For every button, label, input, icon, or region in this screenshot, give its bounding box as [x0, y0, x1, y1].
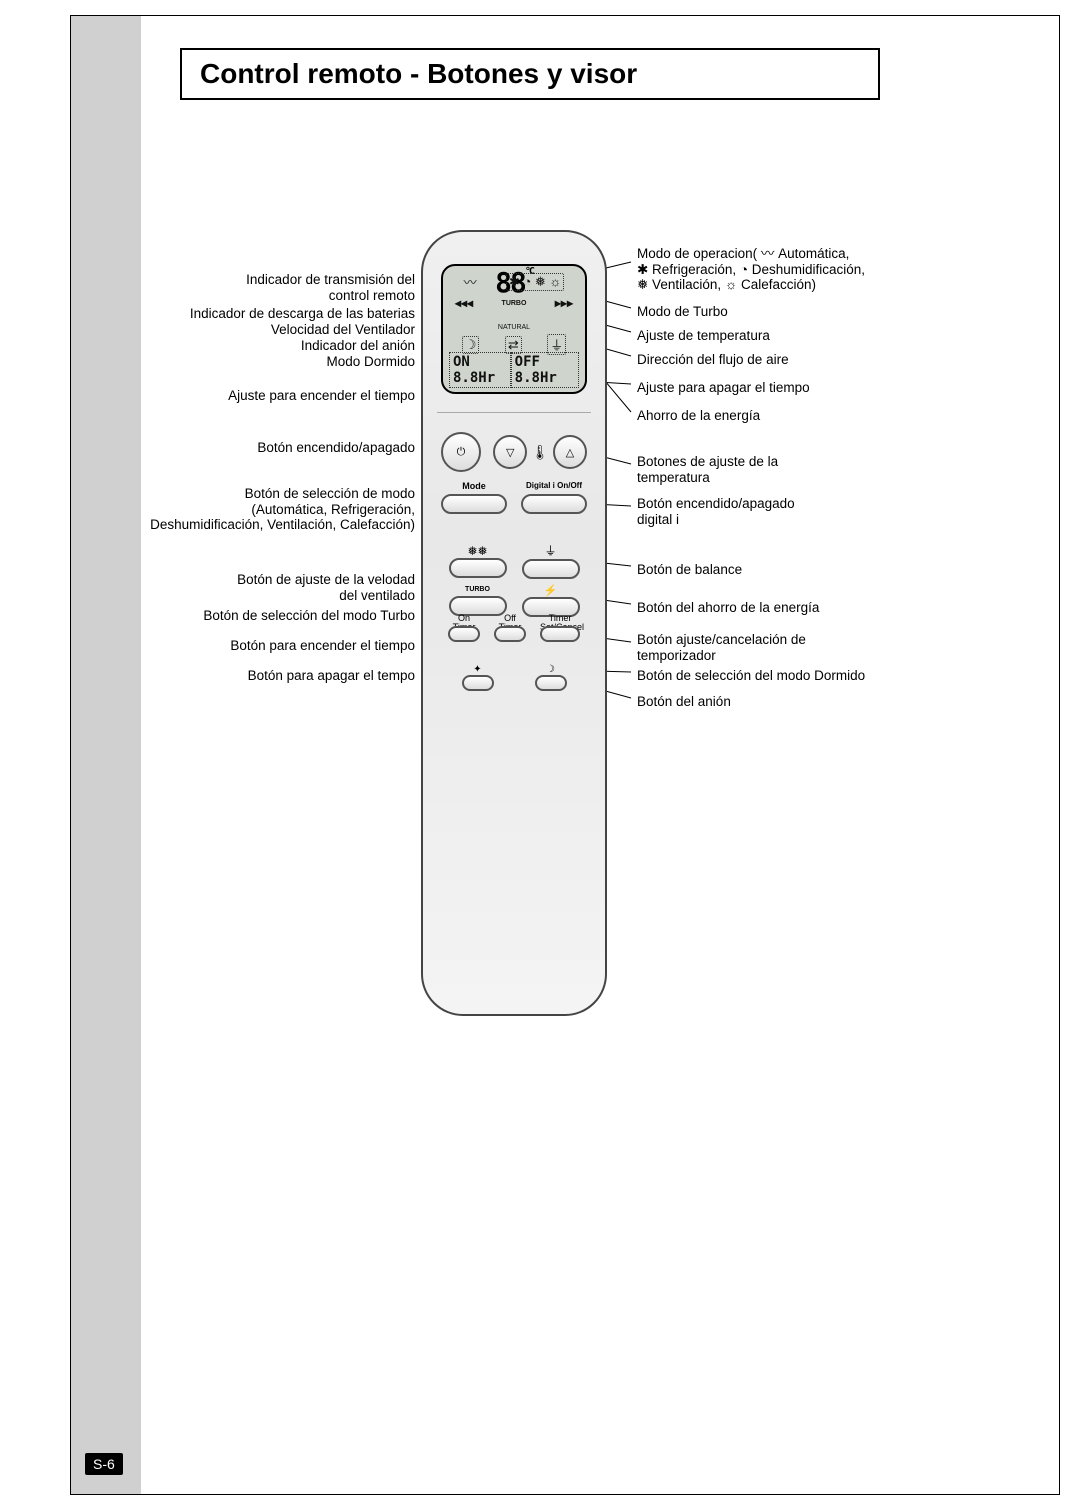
left-label-2: Velocidad del Ventilador [271, 322, 415, 338]
right-label-11: Botón de selección del modo Dormido [637, 668, 865, 684]
right-label-6: Botones de ajuste de latemperatura [637, 454, 778, 485]
off-timer-button[interactable] [494, 626, 526, 642]
temp-up-button[interactable]: △ [553, 435, 587, 469]
button-row-1: ⏻ ▽ 🌡 △ [441, 432, 587, 472]
left-label-6: Botón encendido/apagado [257, 440, 415, 456]
right-label-8: Botón de balance [637, 562, 742, 578]
temp-down-button[interactable]: ▽ [493, 435, 527, 469]
page-number: S-6 [85, 1453, 123, 1475]
turbo-label: TURBO [449, 586, 507, 596]
right-label-9: Botón del ahorro de la energía [637, 600, 819, 616]
lcd-turbo-word: TURBO [502, 300, 527, 307]
anion-button[interactable] [462, 675, 494, 691]
swing-icon: ⏚ [522, 542, 580, 559]
left-label-11: Botón para apagar el tempo [248, 668, 415, 684]
lcd-mode-row: 〰 ✱ ◔ ❅ ☼ [449, 272, 579, 291]
sidebar-bar [71, 16, 141, 1494]
right-label-7: Botón encendido/apagadodigital i [637, 496, 795, 527]
lcd-natural: NATURAL [449, 324, 579, 331]
digital-i-button[interactable] [521, 494, 587, 514]
power-button[interactable]: ⏻ [441, 432, 481, 472]
lcd-off-timer: OFF 8.8Hr [511, 352, 579, 388]
lcd-turbo-right: ▸▸▸ [555, 296, 573, 310]
right-label-1: Modo de Turbo [637, 304, 728, 320]
left-label-3: Indicador del anión [301, 338, 415, 354]
button-row-5 [441, 626, 587, 642]
lcd-turbo-left: ◂◂◂ [455, 296, 473, 310]
energy-icon: ⚡ [522, 584, 580, 597]
mode-label: Mode [441, 482, 507, 492]
mode-button[interactable] [441, 494, 507, 514]
left-label-7: Botón de selección de modo(Automática, R… [150, 486, 415, 533]
sleep-button[interactable] [535, 675, 567, 691]
button-row-6: ✦ ☽ [441, 664, 587, 691]
swing-button[interactable] [522, 559, 580, 579]
button-row-3: ❅❅ ⏚ [441, 542, 587, 579]
remote-lcd: 〰 ✱ ◔ ❅ ☼ ◂◂◂ TURBO ▸▸▸ 88°C NATURAL ☽⇄⏚… [441, 264, 587, 394]
right-label-12: Botón del anión [637, 694, 731, 710]
left-label-1: Indicador de descarga de las baterias [190, 306, 415, 322]
left-label-0: Indicador de transmisión delcontrol remo… [246, 272, 415, 303]
digital-label: Digital i On/Off [521, 482, 587, 492]
fan-speed-button[interactable] [449, 558, 507, 578]
right-label-10: Botón ajuste/cancelación detemporizador [637, 632, 806, 663]
left-label-9: Botón de selección del modo Turbo [203, 608, 415, 624]
sleep-icon: ☽ [535, 664, 567, 675]
right-label-5: Ahorro de la energía [637, 408, 760, 424]
lcd-timer-row: ON 8.8Hr OFF 8.8Hr [449, 352, 579, 388]
right-label-4: Ajuste para apagar el tiempo [637, 380, 810, 396]
left-label-10: Botón para encender el tiempo [230, 638, 415, 654]
right-label-3: Dirección del flujo de aire [637, 352, 789, 368]
left-label-4: Modo Dormido [326, 354, 415, 370]
lcd-modebox: ✱ ◔ ❅ ☼ [506, 273, 564, 291]
left-label-5: Ajuste para encender el tiempo [228, 388, 415, 404]
page-title: Control remoto - Botones y visor [180, 48, 880, 100]
timer-set-cancel-button[interactable] [540, 626, 580, 642]
left-label-8: Botón de ajuste de la velodaddel ventila… [237, 572, 415, 603]
anion-icon: ✦ [462, 664, 494, 675]
lcd-antenna-icon: 〰 [464, 272, 477, 291]
button-row-2-labels: Mode Digital i On/Off [441, 482, 587, 492]
fan-icon: ❅❅ [449, 544, 507, 558]
lcd-turbo-row: ◂◂◂ TURBO ▸▸▸ [449, 296, 579, 310]
right-label-2: Ajuste de temperatura [637, 328, 770, 344]
button-row-2 [441, 494, 587, 514]
right-label-0: Modo de operacion( 〰 Automática,✱ Refrig… [637, 246, 865, 293]
thermometer-icon: 🌡 [531, 444, 549, 461]
remote-control: 〰 ✱ ◔ ❅ ☼ ◂◂◂ TURBO ▸▸▸ 88°C NATURAL ☽⇄⏚… [421, 230, 607, 1016]
remote-separator [437, 412, 591, 413]
diagram-container: Indicador de transmisión delcontrol remo… [141, 230, 1060, 790]
on-timer-button[interactable] [448, 626, 480, 642]
lcd-on-timer: ON 8.8Hr [449, 352, 511, 388]
